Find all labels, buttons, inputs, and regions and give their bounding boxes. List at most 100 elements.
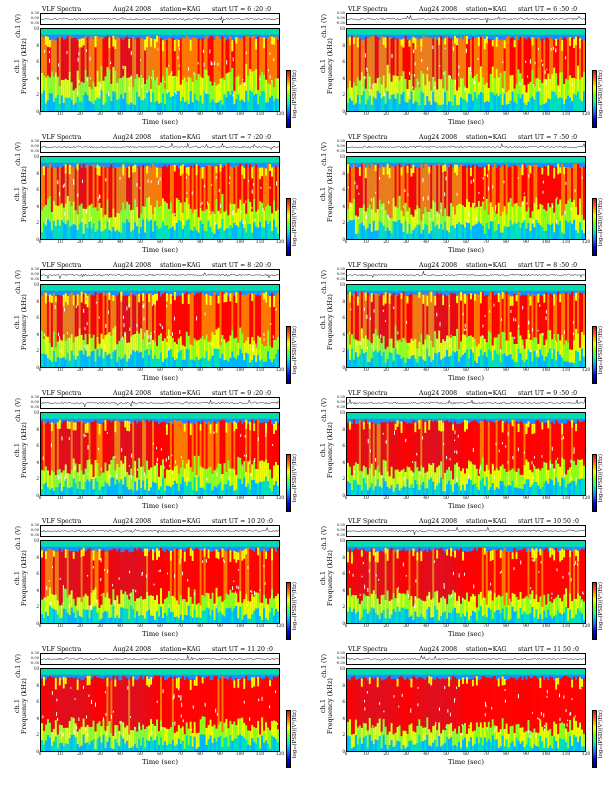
spectrogram-column-mid xyxy=(485,82,488,102)
spectrogram-column-high xyxy=(416,552,419,599)
spectrogram-column-low xyxy=(392,360,395,367)
spectrogram-column-low xyxy=(259,616,262,623)
spectrogram-column-streak xyxy=(235,551,238,563)
spectrogram-column-high xyxy=(347,551,349,596)
frequency-y-ticks: 10 8 6 4 2 0 xyxy=(31,538,39,625)
spectrogram-column-mid xyxy=(255,211,258,227)
title-date: Aug24 2008 xyxy=(419,134,458,141)
spectrogram-column-mid xyxy=(420,465,423,486)
spectrogram-column-mid xyxy=(408,342,411,359)
spectrogram-column-low xyxy=(380,222,383,239)
spectrogram-column-low xyxy=(491,483,494,495)
spectrogram-column-high xyxy=(225,40,228,74)
spectrogram-column-high xyxy=(436,421,439,468)
spectrogram-column-mid xyxy=(392,478,395,492)
spectrogram-column-high xyxy=(112,295,115,329)
spectrogram-column-low xyxy=(491,360,494,367)
spectrogram-column-low xyxy=(237,618,240,623)
spectrogram-column-low xyxy=(348,483,351,495)
spectrogram-column-mid xyxy=(136,477,139,491)
spectrogram-speckle xyxy=(381,207,383,210)
spectrogram-column-streak xyxy=(466,36,468,45)
title-station: station=KAG xyxy=(466,6,507,13)
spectrogram-column-high xyxy=(100,550,103,605)
spectrogram-column-low xyxy=(410,615,413,623)
spectrogram-speckle xyxy=(403,205,405,208)
spectrogram-column-low xyxy=(90,478,93,495)
spectrogram-column-high xyxy=(471,164,474,203)
spectrogram-column-streak xyxy=(132,165,135,173)
spectrogram-column-low xyxy=(456,351,459,367)
spectrogram-column-low xyxy=(499,93,502,111)
spectrogram-column-low xyxy=(72,355,75,367)
spectrogram-column-high xyxy=(195,38,198,80)
spectrogram-column-low xyxy=(128,619,131,623)
spectrogram-column-mid xyxy=(579,459,582,480)
spectrogram-column-low xyxy=(185,615,188,623)
spectrogram-column-high xyxy=(569,550,572,594)
spectrogram-column-high xyxy=(362,421,365,466)
spectrogram-column-high xyxy=(257,547,260,593)
spectrogram-column-high xyxy=(154,421,157,466)
spectrogram-column-mid xyxy=(573,199,576,220)
spectrogram-column-low xyxy=(394,487,397,495)
spectrogram-column-streak xyxy=(261,167,264,177)
spectrogram-column-high xyxy=(430,291,433,341)
spectrogram-column-high xyxy=(428,549,431,592)
spectrogram-column-low xyxy=(257,104,260,111)
y-tick: 4 xyxy=(342,75,345,81)
waveform-svg xyxy=(41,272,279,280)
spectrogram-column-streak xyxy=(215,549,218,558)
spectrogram-column-high xyxy=(410,168,413,215)
spectrogram-column-streak xyxy=(221,548,224,558)
spectrogram-column-high xyxy=(41,420,43,471)
spectrogram-column-low xyxy=(207,360,210,367)
spectrogram-column-low xyxy=(424,488,427,495)
spectrogram-column-high xyxy=(432,165,435,201)
spectrogram-column-mid xyxy=(426,595,429,610)
spectrogram-column-mid xyxy=(541,332,544,356)
spectrogram-column-mid xyxy=(42,470,45,484)
y-tick: 2 xyxy=(36,476,39,481)
spectrogram-column-high xyxy=(555,38,558,74)
spectrogram-column-high xyxy=(68,35,71,72)
spectrogram-column-high xyxy=(207,421,210,468)
spectrogram-column-mid xyxy=(191,213,194,231)
spectrogram-column-low xyxy=(462,613,465,623)
spectrogram-speckle xyxy=(46,585,48,591)
spectrogram-column-high xyxy=(527,164,530,207)
spectrogram-column-high xyxy=(479,36,482,67)
spectrogram-column-low xyxy=(259,96,262,111)
spectrogram-column-mid xyxy=(122,76,125,99)
spectrogram-column-high xyxy=(386,424,389,472)
spectrogram-column-low xyxy=(382,96,385,111)
spectrogram-column-mid xyxy=(519,474,522,489)
spectrogram-plot xyxy=(40,668,280,752)
spectrogram-column-mid xyxy=(144,83,147,99)
spectrogram-column-high xyxy=(448,549,451,595)
x-tick: 90 xyxy=(523,496,529,501)
spectrogram-column-streak xyxy=(406,166,409,173)
spectrogram-column-high xyxy=(161,550,164,604)
spectrogram-column-mid xyxy=(547,593,550,610)
spectrogram-speckle xyxy=(350,203,352,207)
spectrogram-column-low xyxy=(406,233,409,239)
spectrogram-column-high xyxy=(350,36,353,88)
spectrogram-column-low xyxy=(479,606,482,623)
spectrogram-column-low xyxy=(436,103,439,111)
spectrogram-column-mid xyxy=(41,599,43,615)
spectrogram-column-mid xyxy=(183,346,186,360)
x-tick: 100 xyxy=(541,496,551,501)
spectrogram-column-mid xyxy=(84,208,87,225)
spectrogram-speckle xyxy=(366,346,368,350)
spectrogram-column-mid xyxy=(404,340,407,364)
spectrogram-column-mid xyxy=(134,601,137,618)
spectrogram-column-mid xyxy=(80,601,83,618)
spectrogram-column-mid xyxy=(567,80,570,96)
spectrogram-column-streak xyxy=(66,296,69,305)
spectrogram-column-mid xyxy=(205,209,208,232)
spectrogram-column-high xyxy=(60,295,63,341)
spectrogram-column-mid xyxy=(446,216,449,231)
spectrogram-column-mid xyxy=(442,478,445,492)
spectrogram-column-high xyxy=(354,424,357,463)
